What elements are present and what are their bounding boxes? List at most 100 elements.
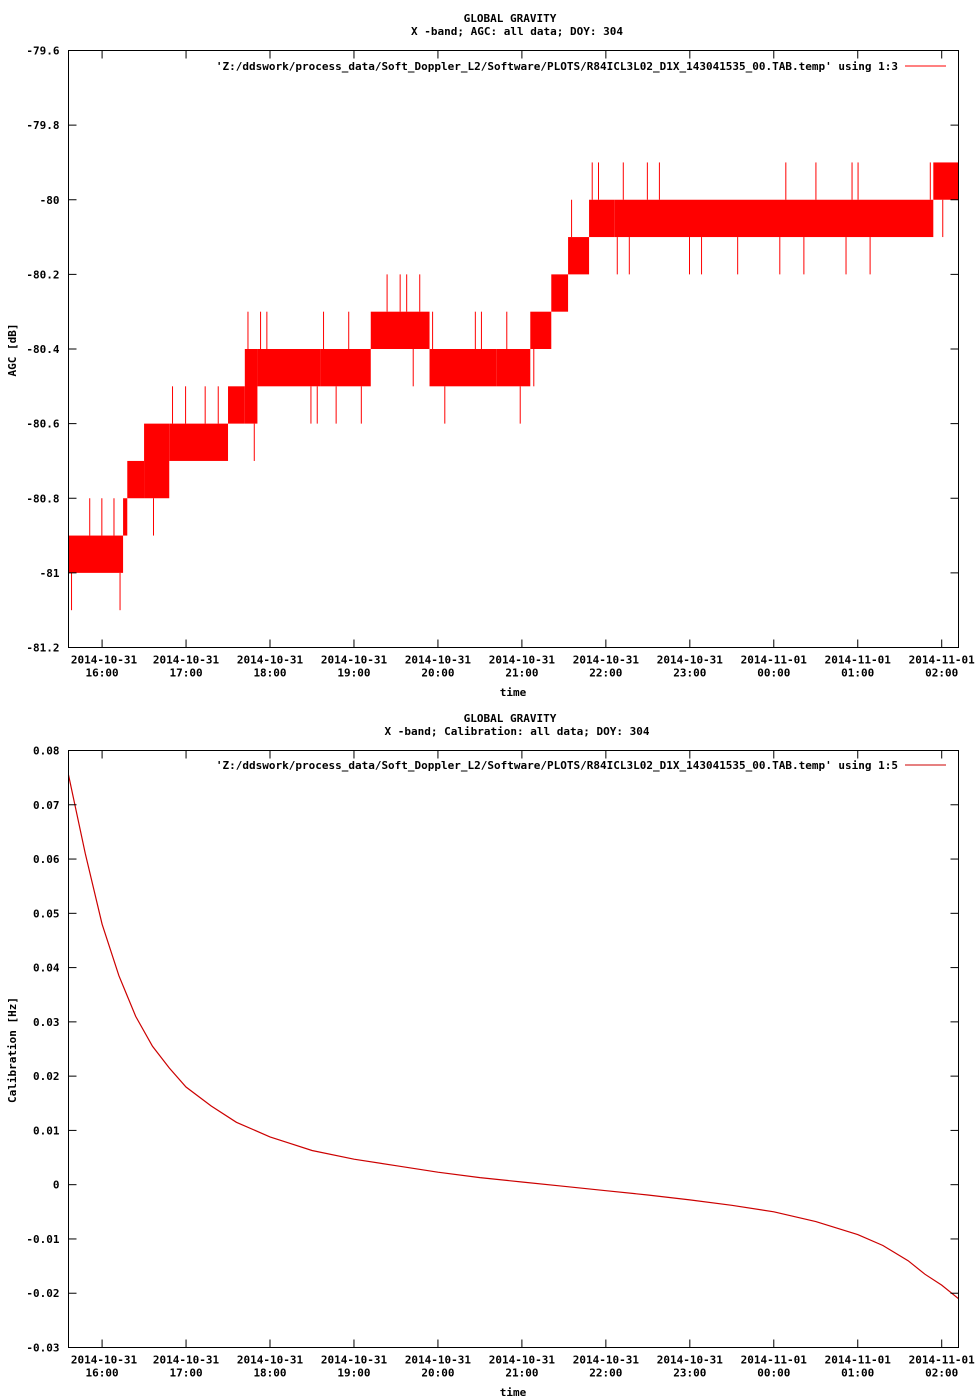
agc-chart-band xyxy=(496,349,531,387)
agc-chart-xtick-date: 2014-11-01 xyxy=(909,654,976,667)
agc-chart-xtick-date: 2014-10-31 xyxy=(321,654,388,667)
agc-chart: GLOBAL GRAVITY X -band; AGC: all data; D… xyxy=(6,12,975,699)
agc-chart-subtitle: X -band; AGC: all data; DOY: 304 xyxy=(411,25,623,38)
agc-chart-xtick-time: 19:00 xyxy=(337,667,370,680)
agc-chart-xtick-date: 2014-10-31 xyxy=(657,654,724,667)
agc-chart-band xyxy=(169,423,229,461)
calibration-chart-xlabel: time xyxy=(500,1386,527,1399)
agc-chart-band xyxy=(68,535,124,573)
agc-chart-ticks: -79.6 -79.8 -80 -80.2 -80.4 -80.6 -80.8 -81 -81.… xyxy=(26,45,975,680)
agc-chart-band xyxy=(429,349,497,387)
calibration-chart-xtick-date: 2014-10-31 xyxy=(153,1354,220,1367)
agc-chart-band xyxy=(228,386,245,424)
agc-chart-frame xyxy=(68,50,959,648)
calibration-chart-ytick-label: -0.03 xyxy=(26,1342,59,1355)
calibration-chart-frame xyxy=(68,750,959,1348)
calibration-chart-xtick-time: 21:00 xyxy=(505,1367,538,1380)
agc-chart-xtick-time: 23:00 xyxy=(673,667,706,680)
agc-chart-xtick-time: 21:00 xyxy=(505,667,538,680)
calibration-chart-xtick-time: 02:00 xyxy=(925,1367,958,1380)
calibration-chart-ticks: 0.08 0.07 0.06 0.05 0.04 0.03 0.02 0.01 0 -0.01 -0… xyxy=(26,745,975,1380)
calibration-chart-data xyxy=(67,774,959,1300)
calibration-chart-ytick-label: 0.08 xyxy=(33,745,60,758)
calibration-chart-xtick-time: 22:00 xyxy=(589,1367,622,1380)
agc-chart-band xyxy=(320,349,371,387)
calibration-chart-xtick-date: 2014-11-01 xyxy=(741,1354,808,1367)
agc-chart-xtick-date: 2014-10-31 xyxy=(489,654,556,667)
calibration-chart-legend-label: 'Z:/ddswork/process_data/Soft_Doppler_L2… xyxy=(216,759,898,772)
agc-chart-band xyxy=(568,237,590,275)
calibration-chart-ytick-label: 0.03 xyxy=(33,1016,60,1029)
agc-chart-band xyxy=(144,423,170,499)
calibration-chart-ytick-label: 0.02 xyxy=(33,1070,60,1083)
agc-chart-band xyxy=(127,460,145,499)
agc-chart-title: GLOBAL GRAVITY xyxy=(464,12,557,25)
calibration-chart-title: GLOBAL GRAVITY xyxy=(464,712,557,725)
agc-chart-xtick-time: 00:00 xyxy=(757,667,790,680)
calibration-chart-xtick-date: 2014-10-31 xyxy=(71,1354,138,1367)
agc-chart-ytick-label: -80.6 xyxy=(26,418,59,431)
agc-chart-band xyxy=(551,274,569,312)
agc-chart-band xyxy=(123,498,128,536)
agc-chart-ytick-label: -79.8 xyxy=(26,119,59,132)
calibration-chart-xtick-time: 20:00 xyxy=(421,1367,454,1380)
agc-chart-band xyxy=(589,199,615,238)
calibration-chart-xtick-date: 2014-10-31 xyxy=(573,1354,640,1367)
agc-chart-xtick-time: 02:00 xyxy=(925,667,958,680)
agc-chart-data xyxy=(68,162,959,611)
agc-chart-legend-label: 'Z:/ddswork/process_data/Soft_Doppler_L2… xyxy=(216,60,898,73)
agc-chart-band xyxy=(933,162,959,200)
calibration-chart-xtick-date: 2014-11-01 xyxy=(825,1354,892,1367)
calibration-chart-ytick-label: -0.02 xyxy=(26,1287,59,1300)
agc-chart-xtick-date: 2014-10-31 xyxy=(237,654,304,667)
calibration-chart-ytick-label: 0 xyxy=(53,1179,60,1192)
calibration-chart-xtick-date: 2014-11-01 xyxy=(909,1354,976,1367)
agc-chart-xtick-time: 22:00 xyxy=(589,667,622,680)
agc-chart-ytick-label: -81.2 xyxy=(26,642,59,655)
agc-chart-band xyxy=(614,199,934,238)
calibration-chart-series-line xyxy=(67,774,959,1300)
agc-chart-ytick-label: -80 xyxy=(40,194,60,207)
calibration-chart-xtick-date: 2014-10-31 xyxy=(405,1354,472,1367)
agc-chart-ylabel: AGC [dB] xyxy=(6,324,19,377)
calibration-chart-ytick-label: 0.05 xyxy=(33,907,60,920)
agc-chart-xtick-date: 2014-10-31 xyxy=(405,654,472,667)
agc-chart-xtick-time: 17:00 xyxy=(169,667,202,680)
calibration-chart-ytick-label: 0.04 xyxy=(33,962,60,975)
calibration-chart-ylabel: Calibration [Hz] xyxy=(6,997,19,1103)
calibration-chart-xtick-date: 2014-10-31 xyxy=(321,1354,388,1367)
agc-chart-band xyxy=(244,349,258,424)
agc-chart-band xyxy=(530,311,552,349)
calibration-chart-ytick-label: -0.01 xyxy=(26,1233,59,1246)
agc-chart-xtick-time: 20:00 xyxy=(421,667,454,680)
calibration-chart-xtick-date: 2014-10-31 xyxy=(237,1354,304,1367)
calibration-chart-ytick-label: 0.01 xyxy=(33,1124,60,1137)
agc-chart-xtick-date: 2014-11-01 xyxy=(741,654,808,667)
calibration-chart-xtick-time: 19:00 xyxy=(337,1367,370,1380)
agc-chart-xtick-time: 16:00 xyxy=(86,667,119,680)
agc-chart-band xyxy=(257,349,321,387)
agc-chart-xtick-date: 2014-10-31 xyxy=(153,654,220,667)
agc-chart-ytick-label: -81 xyxy=(40,567,60,580)
calibration-chart-xtick-time: 23:00 xyxy=(673,1367,706,1380)
agc-chart-xtick-date: 2014-10-31 xyxy=(71,654,138,667)
calibration-chart-subtitle: X -band; Calibration: all data; DOY: 304 xyxy=(385,725,650,738)
calibration-chart-xtick-time: 00:00 xyxy=(757,1367,790,1380)
calibration-chart-xtick-date: 2014-10-31 xyxy=(657,1354,724,1367)
calibration-chart-xtick-time: 16:00 xyxy=(86,1367,119,1380)
calibration-chart-xtick-time: 18:00 xyxy=(253,1367,286,1380)
agc-chart-xtick-date: 2014-11-01 xyxy=(825,654,892,667)
calibration-chart-ytick-label: 0.07 xyxy=(33,799,60,812)
agc-chart-ytick-label: -80.2 xyxy=(26,268,59,281)
agc-chart-xtick-time: 18:00 xyxy=(253,667,286,680)
calibration-chart-xtick-date: 2014-10-31 xyxy=(489,1354,556,1367)
agc-chart-band xyxy=(370,311,430,349)
agc-chart-xtick-date: 2014-10-31 xyxy=(573,654,640,667)
calibration-chart-xtick-time: 17:00 xyxy=(169,1367,202,1380)
agc-chart-xlabel: time xyxy=(500,686,527,699)
calibration-chart-ytick-label: 0.06 xyxy=(33,853,60,866)
agc-chart-xtick-time: 01:00 xyxy=(841,667,874,680)
agc-chart-ytick-label: -80.4 xyxy=(26,343,59,356)
agc-chart-ytick-label: -80.8 xyxy=(26,492,59,505)
calibration-chart: GLOBAL GRAVITY X -band; Calibration: all… xyxy=(6,712,975,1399)
